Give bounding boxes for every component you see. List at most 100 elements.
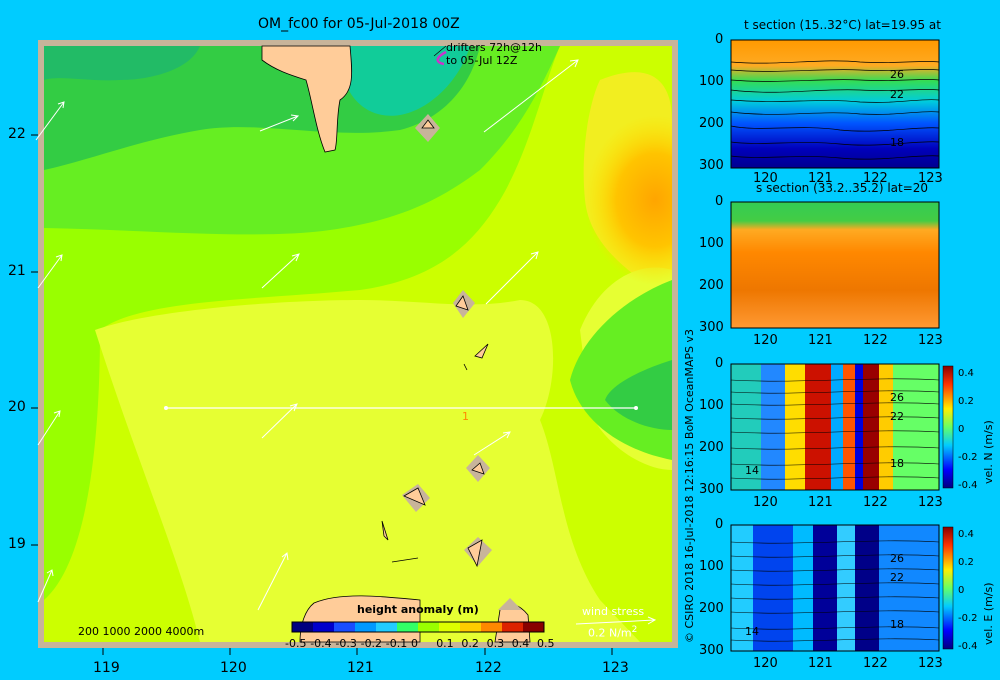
panel-ytick-label: 300 (699, 643, 724, 658)
colorbar-tick-label: -0.2 (360, 637, 383, 650)
island-outlines (381, 119, 489, 568)
colorbar-tick-label: -0.3 (335, 637, 357, 650)
contour-label: 22 (890, 571, 904, 584)
lon-tick-119: 119 (93, 660, 120, 676)
section-end-point (634, 406, 638, 410)
lon-tick-123: 123 (602, 660, 629, 676)
lon-tick-121: 121 (347, 660, 374, 676)
panel-cbar-tick: -0.2 (958, 452, 978, 463)
t-section-title: t section (15..32°C) lat=19.95 at (744, 18, 941, 32)
panel-xtick-label: 121 (808, 333, 833, 348)
panel-cbar-label: vel. E (m/s) (982, 582, 995, 645)
colorbar-tick-label: 0.4 (511, 637, 530, 650)
panel-xtick-label: 123 (918, 333, 943, 348)
contour-label: 18 (890, 618, 904, 631)
drifter-track (433, 45, 447, 66)
panel-ytick-label: 0 (715, 194, 724, 209)
lat-tick-21: 21 (8, 263, 26, 279)
panel-ytick-label: 200 (699, 440, 724, 455)
colorbar-block (313, 622, 335, 632)
panel-ytick-label: 0 (715, 356, 724, 371)
panel-xtick-label: 123 (918, 495, 943, 510)
colorbar-block (334, 622, 356, 632)
panel-xtick-label: 121 (808, 495, 833, 510)
depth-legend: 200 1000 2000 4000m (78, 625, 205, 638)
wind-unit-text: 0.2 N/m (588, 626, 632, 640)
panel-cbar-tick: -0.2 (958, 613, 978, 624)
axis-ticks (31, 134, 613, 655)
panel-cbar-tick: -0.4 (958, 480, 978, 491)
colorbar-block (418, 622, 440, 632)
contour-label: 22 (890, 410, 904, 423)
contour-label: 18 (890, 136, 904, 149)
lat-tick-19: 19 (8, 536, 26, 552)
panel-xtick-label: 121 (808, 171, 833, 186)
colorbar-tick-label: 0 (411, 637, 418, 650)
panel-cbar-label: vel. N (m/s) (982, 420, 995, 484)
colorbar-tick-label: 0.5 (537, 637, 555, 650)
colorbar-tick-label: -0.4 (310, 637, 332, 650)
panel-xtick-label: 120 (753, 171, 778, 186)
panel-ytick-label: 200 (699, 116, 724, 131)
lat-tick-20: 20 (8, 399, 26, 415)
panel-cbar-tick: 0 (958, 585, 965, 596)
panel-ytick-label: 0 (715, 32, 724, 47)
lon-tick-120: 120 (220, 660, 247, 676)
section-marker-label: 1 (462, 410, 469, 423)
colorbar-block (376, 622, 398, 632)
panel-ytick-label: 100 (699, 559, 724, 574)
panel-xtick-label: 120 (753, 333, 778, 348)
wind-stress-unit: 0.2 N/m2 (588, 625, 637, 640)
lat-tick-22: 22 (8, 126, 26, 142)
panel-cbar-tick: 0.2 (958, 396, 974, 407)
s-section-title: s section (33.2..35.2) lat=20 (756, 181, 929, 195)
contour-label: 26 (890, 391, 904, 404)
panel-xtick-label: 123 (918, 171, 943, 186)
wind-stress-arrows (35, 59, 657, 625)
colorbar-block (439, 622, 461, 632)
wind-unit-sup: 2 (631, 625, 638, 635)
drifter-label-1: drifters 72h@12h (446, 41, 543, 54)
colorbar-tick-label: -0.1 (385, 637, 408, 650)
contour-label: 14 (745, 464, 759, 477)
panel-ytick-label: 100 (699, 398, 724, 413)
colorbar-tick-label: 0.3 (486, 637, 505, 650)
panel-cbar-tick: 0 (958, 424, 965, 435)
panel-cbar-tick: 0.4 (958, 368, 974, 379)
colorbar-tick-label: 0.1 (436, 637, 454, 650)
panel-ytick-label: 200 (699, 601, 724, 616)
contour-label: 26 (890, 552, 904, 565)
panel-xtick-label: 120 (753, 656, 778, 671)
credit-text: © CSIRO 2018 16-Jul-2018 12:16:15 BoM Oc… (683, 329, 696, 643)
panel-cbar-tick: -0.4 (958, 641, 978, 652)
panel-xtick-label: 123 (918, 656, 943, 671)
panel-ytick-label: 300 (699, 320, 724, 335)
contour-label: 22 (890, 88, 904, 101)
height-anomaly-field (44, 46, 672, 642)
colorbar-block (355, 622, 377, 632)
panel-xtick-label: 122 (863, 333, 888, 348)
drifter-label-2: to 05-Jul 12Z (446, 54, 518, 67)
colorbar-block (292, 622, 314, 632)
lon-tick-122: 122 (475, 660, 502, 676)
taiwan-land (261, 45, 353, 153)
panel-ytick-label: 300 (699, 482, 724, 497)
panel-ytick-label: 100 (699, 236, 724, 251)
contour-label: 26 (890, 68, 904, 81)
colorbar-tick-label: 0.2 (461, 637, 479, 650)
page-title: OM_fc00 for 05-Jul-2018 00Z (258, 16, 460, 32)
contour-label: 18 (890, 457, 904, 470)
colorbar-frame (291, 621, 545, 633)
colorbar-block (397, 622, 419, 632)
colorbar-block (460, 622, 482, 632)
panel-cbar-tick: 0.2 (958, 557, 974, 568)
colorbar-tick-label: -0.5 (285, 637, 307, 650)
section-start-point (164, 406, 168, 410)
panel-ytick-label: 0 (715, 517, 724, 532)
panel-xtick-label: 121 (808, 656, 833, 671)
colorbar-title: height anomaly (m) (357, 603, 479, 616)
panel-ytick-label: 100 (699, 74, 724, 89)
panel-xtick-label: 122 (863, 171, 888, 186)
panel-cbar-tick: 0.4 (958, 529, 974, 540)
